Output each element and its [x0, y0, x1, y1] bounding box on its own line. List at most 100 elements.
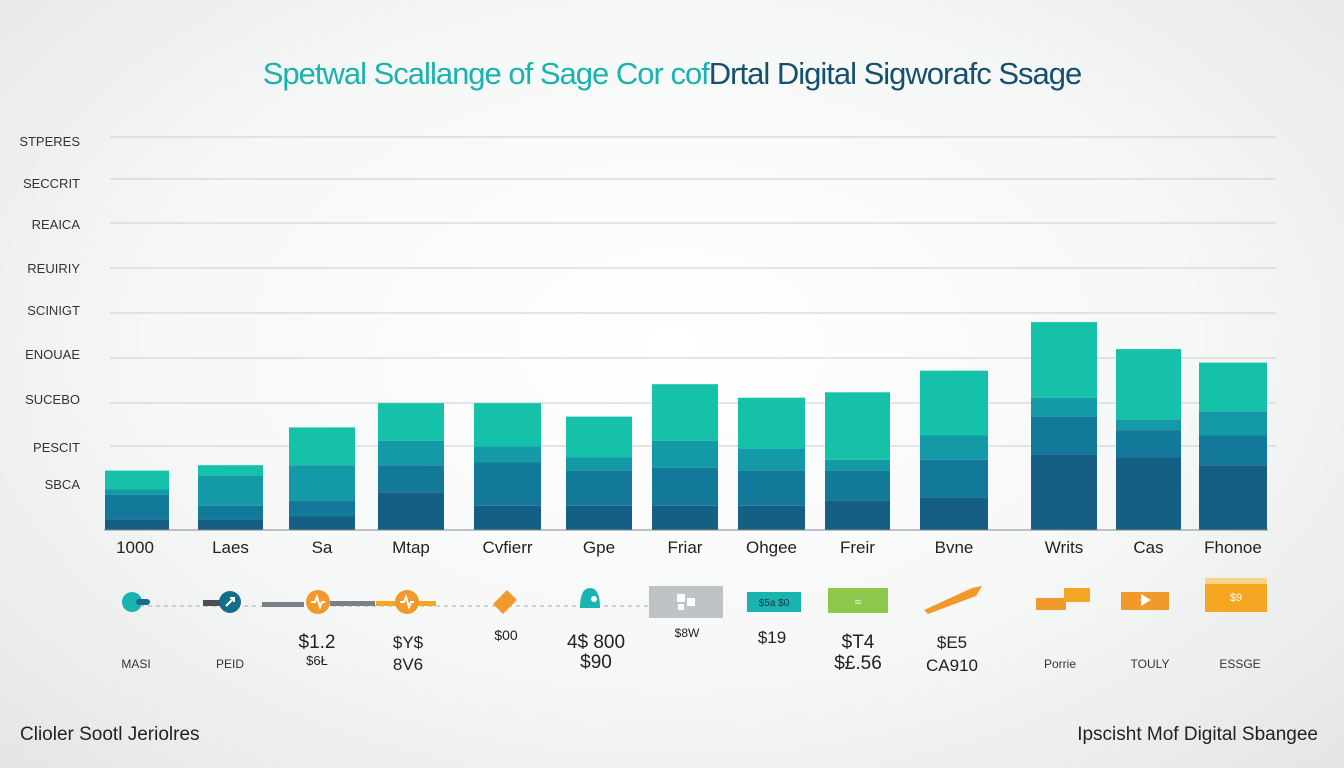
- bar-segment: [652, 384, 718, 441]
- y-tick-label: REAICA: [32, 217, 81, 232]
- bar-segment: [738, 470, 805, 506]
- bar-segment: [738, 505, 805, 530]
- y-tick-label: REUIRIY: [27, 261, 80, 276]
- chart-title-part2: Drtal Digital Sigworafc Ssage: [708, 56, 1082, 91]
- card-icon: [828, 588, 888, 613]
- bar-segment: [1116, 457, 1181, 530]
- flag-icon: [1036, 598, 1066, 610]
- bar-segment: [652, 467, 718, 506]
- tag-icon: [493, 590, 517, 614]
- bar-segment: [1199, 411, 1267, 436]
- small-label: Porrie: [1044, 657, 1076, 671]
- bar-segment: [1031, 454, 1097, 530]
- bar-segment: [198, 505, 263, 520]
- x-tick-label: Laes: [212, 538, 249, 557]
- icon-label: $9: [1230, 592, 1242, 604]
- bar-segment: [289, 500, 355, 517]
- toggle-icon: [122, 592, 142, 612]
- bar-segment: [738, 449, 805, 471]
- bar-segment: [289, 465, 355, 501]
- flag-icon: [1064, 588, 1090, 602]
- bar-segment: [920, 435, 988, 460]
- bar-segment: [825, 459, 890, 471]
- bar-segment: [825, 392, 890, 460]
- card-icon: ≈: [855, 595, 862, 609]
- value-label: $T4: [842, 632, 875, 653]
- bar-segment: [289, 516, 355, 530]
- x-tick-label: Bvne: [935, 538, 974, 557]
- chart-title: Spetwal Scallange of Sage Cor cofDrtal D…: [0, 56, 1344, 92]
- x-tick-label: Cvfierr: [482, 538, 532, 557]
- chart-title-part1: Spetwal Scallange of Sage Cor cof: [262, 56, 710, 91]
- grid-icon: [687, 598, 695, 606]
- bar-segment: [289, 427, 355, 466]
- value-label: $19: [758, 628, 786, 647]
- value-label: $£.56: [834, 653, 882, 674]
- bar-segment: [1031, 397, 1097, 417]
- bar-segment: [474, 446, 541, 463]
- arrow-icon: [924, 586, 982, 614]
- y-tick-label: STPERES: [19, 134, 80, 149]
- bar-segment: [652, 440, 718, 468]
- icon-connector-bar: [330, 601, 375, 606]
- toggle-icon: [136, 599, 150, 605]
- bar-segment: [920, 370, 988, 436]
- bar-segment: [105, 489, 169, 495]
- sign-icon: [747, 592, 801, 612]
- bar-segment: [1199, 465, 1267, 530]
- bar-segment: [566, 416, 632, 458]
- bar-segment: [105, 519, 169, 530]
- grid-icon: [677, 594, 685, 602]
- value-label: $00: [494, 627, 518, 643]
- bar-segment: [378, 465, 444, 493]
- bag-icon: [580, 588, 600, 608]
- bar-segment: [378, 440, 444, 466]
- bar-segment: [1116, 430, 1181, 458]
- bar-segment: [198, 476, 263, 506]
- arrow-icon: [225, 597, 235, 607]
- bar-segment: [920, 497, 988, 530]
- value-label: $8W: [675, 626, 700, 640]
- value-label: $E5: [937, 633, 967, 652]
- value-label: CA910: [926, 656, 978, 675]
- value-label: $90: [580, 652, 612, 673]
- bag-icon: [591, 596, 597, 602]
- x-tick-label: Cas: [1133, 538, 1163, 557]
- bar-segment: [825, 470, 890, 501]
- icon-connector-bar: [203, 600, 221, 606]
- y-tick-label: SCINIGT: [27, 303, 80, 318]
- bar-segment: [1031, 322, 1097, 398]
- value-label: $Y$: [393, 633, 424, 652]
- small-label: TOULY: [1131, 657, 1170, 671]
- bar-segment: [566, 470, 632, 506]
- x-tick-label: Ohgee: [746, 538, 797, 557]
- bar-segment: [1116, 349, 1181, 420]
- bar-segment: [1116, 419, 1181, 431]
- bar-segment: [825, 500, 890, 530]
- bar-segment: [738, 397, 805, 449]
- footer-left-text: Clioler Sootl Jeriolres: [20, 724, 200, 745]
- value-label: 4$ 800: [567, 632, 625, 653]
- note-icon: [1205, 584, 1267, 612]
- x-tick-label: Fhonoe: [1204, 538, 1262, 557]
- bar-segment: [566, 457, 632, 471]
- pin-icon: [311, 593, 325, 611]
- x-tick-label: 1000: [116, 538, 154, 557]
- bar-segment: [920, 459, 988, 498]
- small-label: PEID: [216, 657, 244, 671]
- bar-segment: [474, 462, 541, 506]
- x-tick-label: Writs: [1045, 538, 1083, 557]
- y-tick-label: SBCA: [45, 477, 81, 492]
- x-tick-label: Friar: [668, 538, 703, 557]
- y-tick-label: SECCRIT: [23, 176, 80, 191]
- small-label: MASI: [121, 657, 150, 671]
- footer-right-text: Ipscisht Mof Digital Sbangee: [1077, 724, 1318, 745]
- bar-segment: [566, 505, 632, 530]
- bar-segment: [1199, 362, 1267, 412]
- pulse-icon: [400, 593, 414, 611]
- value-label: $6Ł: [306, 653, 328, 668]
- bar-segment: [378, 403, 444, 441]
- bar-segment: [1031, 416, 1097, 455]
- box-icon: [1141, 594, 1151, 606]
